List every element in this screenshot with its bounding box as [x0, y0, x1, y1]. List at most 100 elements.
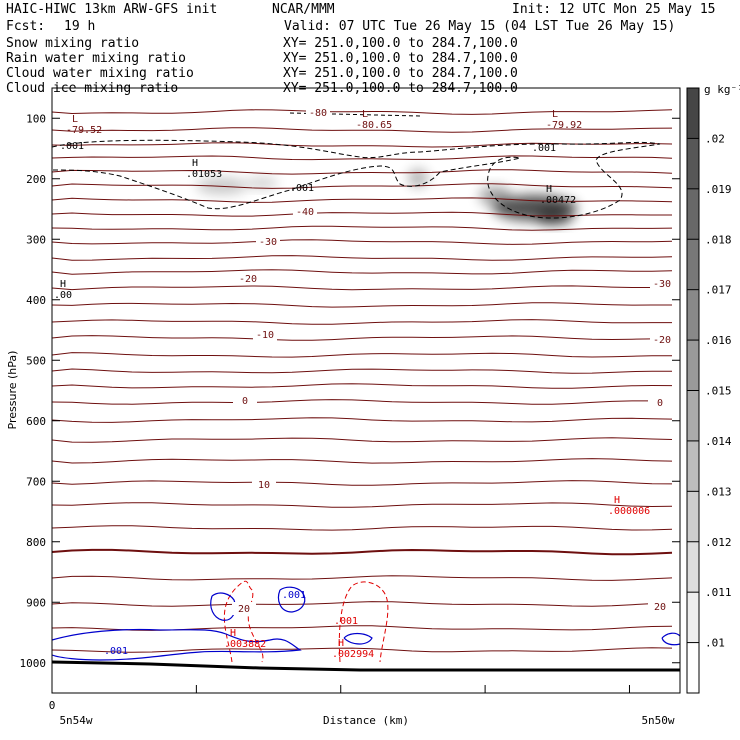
colorbar-swatch — [687, 340, 699, 391]
isotherm-label: 20 — [654, 602, 666, 613]
colorbar-label: .016 — [705, 334, 732, 347]
extremum-marker: H — [230, 628, 236, 639]
y-axis-label: Pressure (hPa) — [6, 351, 19, 430]
colorbar-label: .017 — [705, 284, 732, 297]
extremum-marker: L — [362, 109, 368, 120]
x-left-label: 5n54w — [59, 714, 92, 727]
isotherm-line — [51, 169, 673, 175]
colorbar-swatch — [687, 289, 699, 341]
extremum-value: -79.52 — [66, 125, 102, 136]
isotherm-line — [51, 225, 673, 231]
y-tick-label: 900 — [26, 596, 46, 609]
terrain-line — [51, 660, 680, 672]
colorbar-swatch — [687, 642, 699, 693]
isotherm-line — [51, 335, 673, 341]
cloud-water-contours — [51, 586, 681, 661]
colorbar-label: .019 — [705, 183, 732, 196]
colorbar-swatch — [687, 239, 699, 290]
left-title: HAIC-HIWC 13km ARW-GFS init — [6, 2, 217, 17]
colorbar-label: .015 — [705, 385, 732, 398]
extremum-value: .003882 — [224, 639, 266, 650]
isotherm-label: -80 — [309, 108, 327, 119]
y-tick-label: 100 — [26, 112, 46, 125]
label-bg — [648, 600, 672, 613]
isotherm-line — [51, 211, 672, 217]
isotherm-line — [51, 155, 673, 161]
colorbar-label: .014 — [705, 435, 732, 448]
isotherm-label: -20 — [239, 274, 257, 285]
mixing-ratio-label: .001 — [104, 646, 128, 657]
isotherm-line — [51, 399, 673, 405]
plot-frame — [51, 87, 681, 694]
colorbar-swatch — [687, 188, 699, 240]
extremum-value: -80.65 — [356, 120, 392, 131]
colorbar-unit: g kg⁻¹ — [704, 83, 740, 96]
extremum-marker: H — [60, 279, 66, 290]
x-axis-label: Distance (km) — [323, 714, 409, 727]
colorbar-swatch — [687, 440, 699, 492]
mixing-ratio-label: .001 — [334, 616, 358, 627]
rain-contour — [223, 580, 264, 663]
extremum-value: .002994 — [332, 649, 374, 660]
isotherm-line — [51, 142, 673, 148]
isotherm-label: -20 — [653, 335, 671, 346]
isotherm-label: -40 — [296, 207, 314, 218]
y-tick-label: 500 — [26, 354, 46, 367]
colorbar-label: .011 — [705, 586, 732, 599]
isotherm-line — [51, 352, 672, 358]
y-tick-label: 400 — [26, 294, 46, 307]
label-bg — [650, 277, 674, 290]
cloud-water-contour — [277, 586, 306, 613]
isotherm-line — [51, 458, 673, 464]
label-bg — [650, 333, 674, 346]
y-tick-label: 200 — [26, 173, 46, 186]
extremum-marker: H — [192, 158, 198, 169]
y-tick-label: 700 — [26, 475, 46, 488]
label-bg — [293, 205, 317, 218]
label-bg — [232, 602, 256, 615]
valid-time: Valid: 07 UTC Tue 26 May 15 (04 LST Tue … — [284, 19, 675, 34]
isotherm-label: 20 — [238, 604, 250, 615]
colorbar-label: .018 — [705, 233, 732, 246]
colorbar-swatch — [687, 138, 699, 189]
label-bg — [252, 478, 276, 491]
init-time: Init: 12 UTC Mon 25 May 15 — [512, 2, 716, 17]
extremum-marker: L — [72, 114, 78, 125]
field-name: Snow mixing ratio — [6, 36, 139, 51]
y-tick-label: 800 — [26, 536, 46, 549]
isotherm-label: 0 — [657, 398, 663, 409]
field-xy: XY= 251.0,100.0 to 284.7,100.0 — [283, 36, 518, 51]
colorbar-swatch — [687, 541, 699, 593]
label-bg — [253, 328, 277, 341]
fcst-value: 19 h — [64, 19, 95, 34]
colorbar-swatch — [687, 88, 699, 139]
label-bg — [236, 272, 260, 285]
field-xy: XY= 251.0,100.0 to 284.7,100.0 — [283, 51, 518, 66]
isotherm-line — [51, 575, 673, 581]
snow-shading — [408, 169, 428, 187]
cloud-water-contour — [661, 632, 681, 646]
isotherm-line — [51, 269, 673, 275]
colorbar-label: .01 — [705, 637, 725, 650]
label-bg — [306, 106, 330, 119]
isotherm-line — [51, 239, 673, 245]
extremum-marker: L — [552, 109, 558, 120]
isotherm-line — [51, 183, 673, 189]
colorbar-swatch — [687, 390, 699, 441]
colorbar-label: .02 — [705, 132, 725, 145]
cloud-water-contour — [343, 632, 373, 645]
field-name: Cloud water mixing ratio — [6, 66, 194, 81]
isotherm-line — [51, 109, 673, 115]
isotherm-label: 10 — [258, 480, 270, 491]
isotherm-line — [51, 647, 673, 653]
x-origin-label: 0 — [49, 699, 56, 712]
mixing-ratio-label: .001 — [282, 590, 306, 601]
isotherm-line — [51, 255, 673, 261]
colorbar-label: .012 — [705, 536, 732, 549]
rain-contour — [338, 581, 389, 663]
center-title: NCAR/MMM — [272, 2, 335, 17]
colorbar-swatch — [687, 592, 699, 643]
header: HAIC-HIWC 13km ARW-GFS init NCAR/MMM Ini… — [6, 2, 716, 96]
